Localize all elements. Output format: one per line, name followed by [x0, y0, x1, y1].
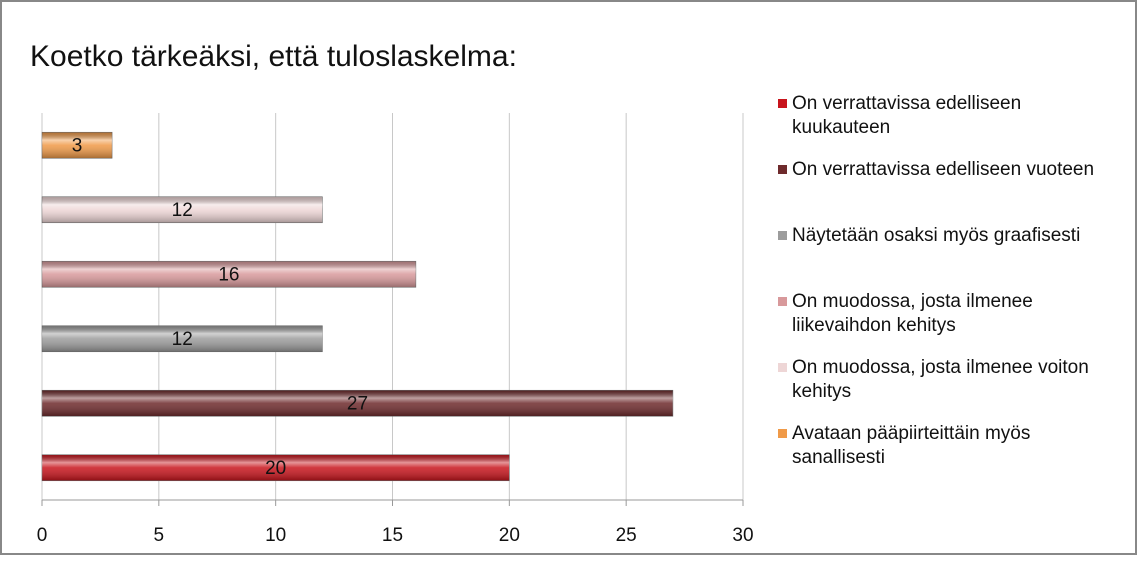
legend-label: On verrattavissa edelliseen kuukauteen — [792, 93, 1022, 138]
bar-shine — [42, 454, 510, 481]
bar-shine — [42, 261, 416, 288]
legend-swatch — [778, 231, 787, 240]
x-tick-label: 5 — [154, 525, 165, 546]
legend-label: Näytetään osaksi myös graafisesti — [792, 225, 1081, 246]
legend-entry: On verrattavissa edelliseen kuukauteen — [778, 92, 1123, 158]
x-tick-label: 0 — [37, 525, 48, 546]
data-label: 20 — [265, 458, 286, 479]
legend-label: On muodossa, josta ilmenee liikevaihdon … — [792, 291, 1033, 336]
x-tick-label: 15 — [382, 525, 403, 546]
bar-shine — [42, 390, 673, 417]
legend-swatch — [778, 429, 787, 438]
x-tick-label: 25 — [616, 525, 637, 546]
chart-title: Koetko tärkeäksi, että tuloslaskelma: — [30, 40, 517, 73]
legend-swatch — [778, 363, 787, 372]
data-label: 3 — [72, 135, 83, 156]
data-label: 27 — [347, 393, 368, 414]
legend-swatch — [778, 165, 787, 174]
legend-swatch — [778, 297, 787, 306]
bar-shine — [42, 132, 113, 159]
bar-shine — [42, 325, 323, 352]
legend-label: On verrattavissa edelliseen vuoteen — [792, 159, 1095, 180]
legend-entry: On muodossa, josta ilmenee voiton kehity… — [778, 356, 1123, 422]
data-label: 16 — [218, 264, 239, 285]
x-tick-label: 30 — [732, 525, 753, 546]
legend: On verrattavissa edelliseen kuukauteen On… — [778, 92, 1123, 488]
legend-label: On muodossa, josta ilmenee voiton kehity… — [792, 357, 1089, 402]
bar-shine — [42, 196, 323, 223]
data-label: 12 — [172, 200, 193, 221]
legend-entry: On muodossa, josta ilmenee liikevaihdon … — [778, 290, 1123, 356]
legend-label: Avataan pääpiirteittäin myös sanallisest… — [792, 423, 1031, 468]
x-tick-label: 10 — [265, 525, 286, 546]
legend-swatch — [778, 99, 787, 108]
legend-entry: On verrattavissa edelliseen vuoteen — [778, 158, 1123, 224]
x-tick-label: 20 — [499, 525, 520, 546]
legend-entry: Avataan pääpiirteittäin myös sanallisest… — [778, 422, 1123, 488]
data-label: 12 — [172, 329, 193, 350]
legend-entry: Näytetään osaksi myös graafisesti — [778, 224, 1123, 290]
